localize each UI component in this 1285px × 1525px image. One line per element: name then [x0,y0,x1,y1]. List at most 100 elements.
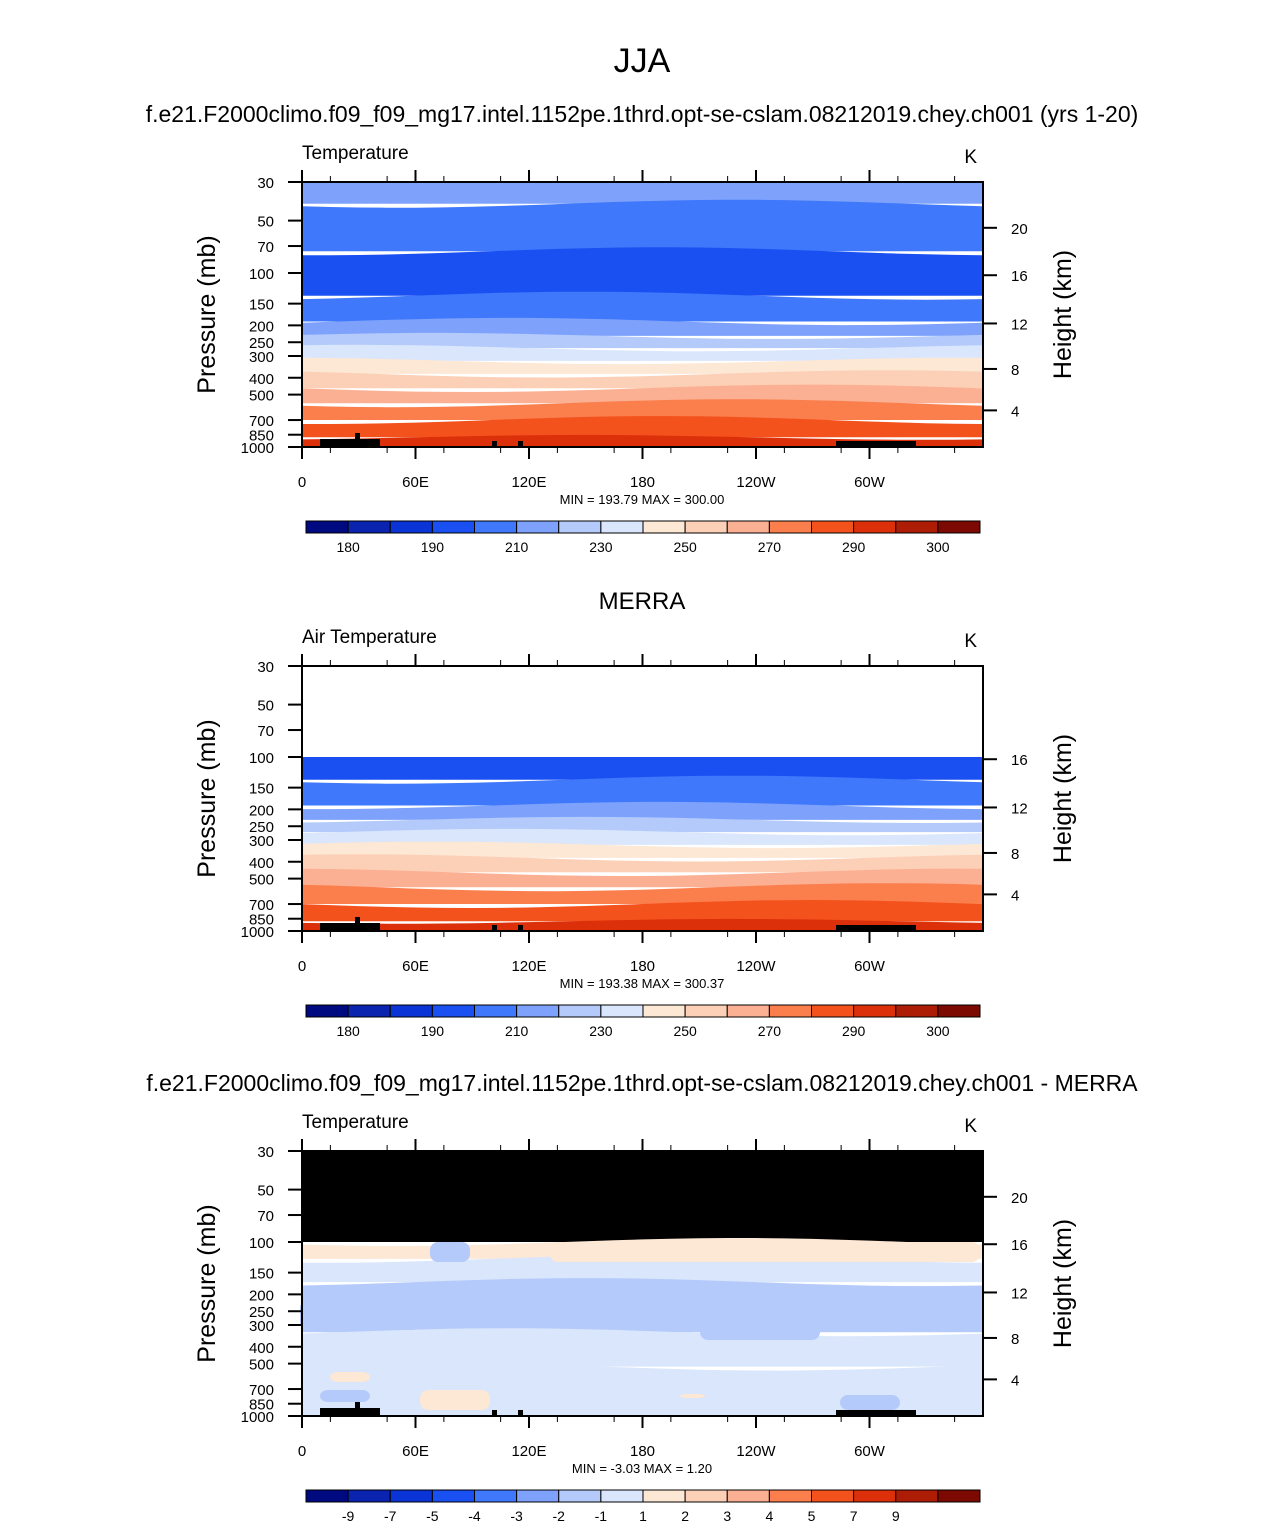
pressure-tick-label: 1000 [241,1409,274,1426]
lon-tick-label: 120E [511,1443,546,1460]
pressure-tick-label: 700 [249,413,274,430]
pressure-tick-label: 500 [249,872,274,889]
topography [492,441,497,447]
pressure-tick-label: 250 [249,335,274,352]
pressure-tick-label: 150 [249,297,274,314]
contour-band [302,247,983,296]
colorbar-label: 4 [765,1508,773,1524]
colorbar-label: 210 [505,539,529,555]
contour-band [302,399,983,420]
pressure-tick-label: 850 [249,1397,274,1414]
colorbar-box [389,1004,433,1018]
pressure-tick-label: 300 [249,349,274,366]
topography [492,1410,497,1416]
lon-tick-label: 60E [402,474,429,491]
minmax-label: MIN = 193.38 MAX = 300.37 [560,976,725,991]
colorbar-label: -4 [468,1508,481,1524]
colorbar-label: 190 [421,1023,445,1039]
contour-band [302,900,983,922]
pressure-tick-label: 50 [257,698,274,715]
height-tick-label: 12 [1011,1285,1028,1302]
lon-tick-label: 120W [736,958,776,975]
pressure-tick-label: 30 [257,1144,274,1161]
height-tick-label: 20 [1011,221,1028,238]
lon-tick-label: 120E [511,474,546,491]
colorbar-label: 190 [421,539,445,555]
y-axis-label: Pressure (mb) [193,235,221,393]
colorbar-label: 180 [336,1023,360,1039]
colorbar-label: 290 [842,1023,866,1039]
pressure-tick-label: 500 [249,1357,274,1374]
colorbar-box [347,520,391,534]
y2-axis-label: Height (km) [1049,1219,1077,1348]
colorbar-label: 270 [758,1023,782,1039]
contour-patch [320,1390,370,1402]
colorbar-label: 9 [892,1508,900,1524]
panel-3: f.e21.F2000climo.f09_f09_mg17.intel.1152… [146,1070,1138,1524]
left-label: Air Temperature [302,627,437,648]
colorbar-label: 5 [808,1508,816,1524]
pressure-tick-label: 150 [249,1266,274,1283]
pressure-tick-label: 200 [249,318,274,335]
pressure-tick-label: 1000 [241,440,274,457]
lon-tick-label: 60E [402,1443,429,1460]
colorbar-label: 210 [505,1023,529,1039]
colorbar-box [684,1004,728,1018]
contour-patch [700,1300,820,1340]
colorbar-label: 3 [723,1508,731,1524]
contour-band [302,291,983,322]
colorbar-label: 230 [589,539,613,555]
topography [355,1402,360,1416]
colorbar-box [937,1489,981,1503]
colorbar-box [726,1489,770,1503]
colorbar-label: -7 [384,1508,397,1524]
colorbar-box [305,1489,349,1503]
pressure-tick-label: 300 [249,833,274,850]
height-tick-label: 16 [1011,1237,1028,1254]
pressure-tick-label: 250 [249,1304,274,1321]
pressure-tick-label: 850 [249,912,274,929]
units-label: K [964,1116,977,1137]
colorbar-box [937,1004,981,1018]
colorbar-box [642,1004,686,1018]
topography [836,925,888,931]
height-tick-label: 8 [1011,362,1019,379]
lon-tick-label: 180 [630,1443,655,1460]
topography [864,441,916,447]
colorbar-label: 180 [336,539,360,555]
contour-band [302,182,983,204]
contour-band [302,1151,983,1242]
lon-tick-label: 180 [630,958,655,975]
contour-band [302,775,983,806]
contour-band [302,816,983,833]
colorbar-box [853,520,897,534]
colorbar-label: 300 [926,539,950,555]
colorbar-box [726,520,770,534]
topography [864,925,916,931]
pressure-tick-label: 400 [249,855,274,872]
minmax-label: MIN = -3.03 MAX = 1.20 [572,1461,712,1476]
contour-band [302,344,983,361]
colorbar-box [558,1004,602,1018]
pressure-tick-label: 250 [249,819,274,836]
pressure-tick-label: 70 [257,723,274,740]
panel-title: MERRA [599,588,686,615]
lon-tick-label: 60E [402,958,429,975]
topography [518,1410,523,1416]
contour-band [302,828,983,845]
minmax-label: MIN = 193.79 MAX = 300.00 [560,492,725,507]
lon-tick-label: 60W [854,1443,886,1460]
colorbar-box [768,520,812,534]
colorbar-box [516,1489,560,1503]
pressure-tick-label: 700 [249,897,274,914]
pressure-tick-label: 200 [249,802,274,819]
colorbar-box [811,520,855,534]
contour-patch [420,1390,490,1410]
lon-tick-label: 0 [298,958,306,975]
contour-patch [430,1242,470,1262]
topography [518,925,523,931]
topography [320,1408,380,1416]
topography [320,923,380,931]
